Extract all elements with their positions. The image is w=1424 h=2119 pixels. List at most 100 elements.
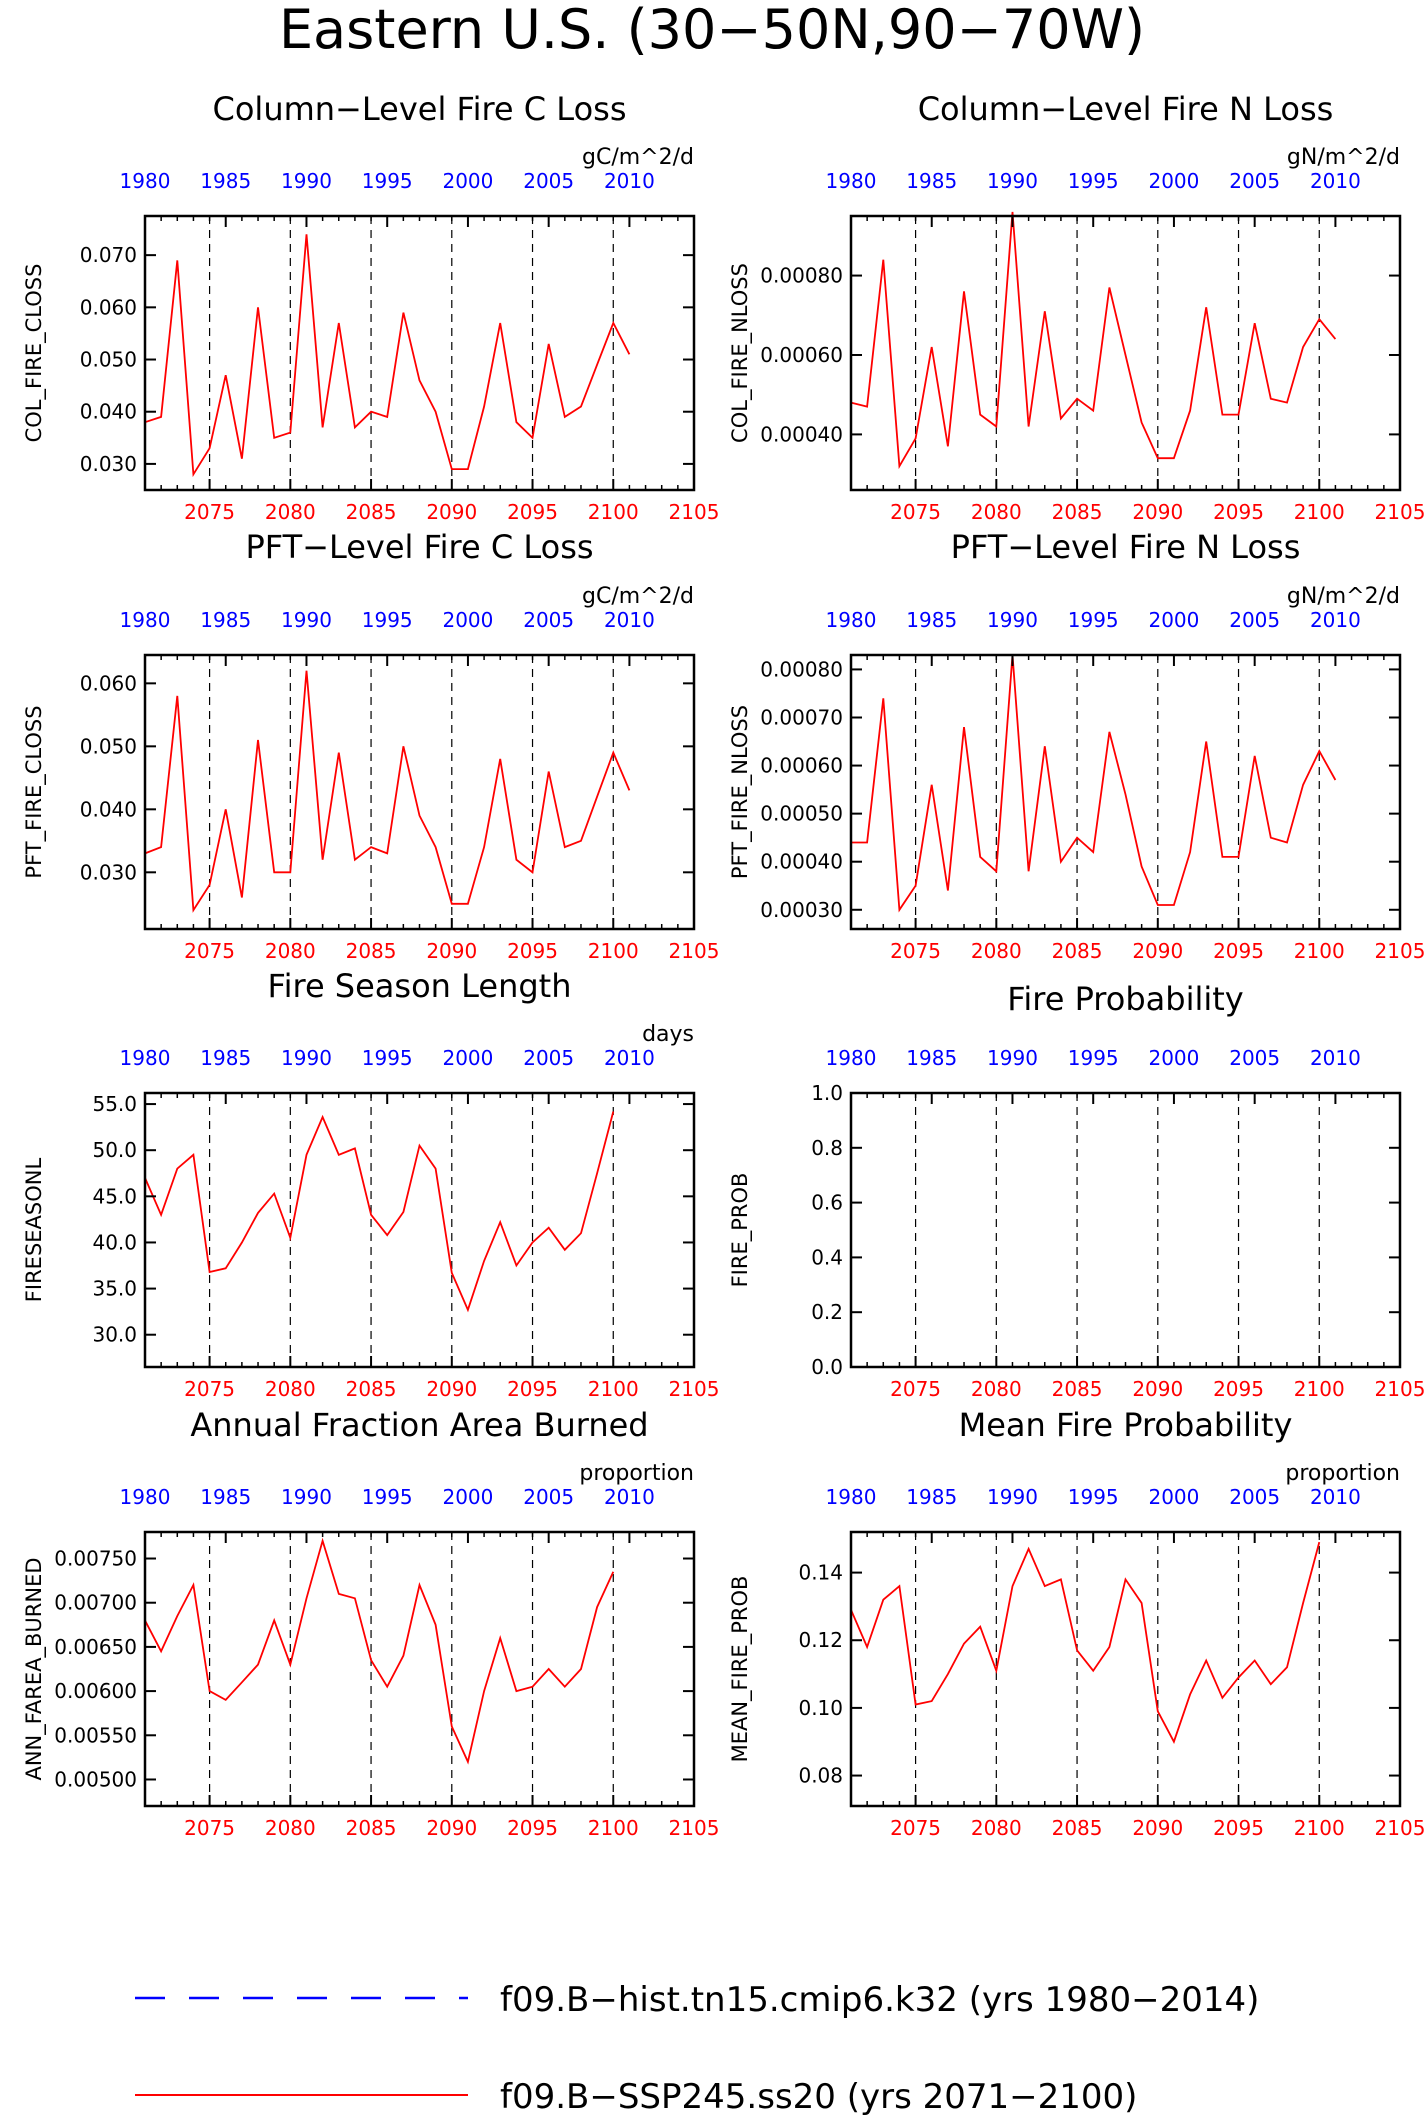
units-label: gN/m^2/d (1287, 145, 1400, 170)
top-tick-label: 1980 (826, 1046, 877, 1070)
plot-frame (849, 1091, 1402, 1369)
y-axis-label: PFT_FIRE_NLOSS (728, 705, 753, 879)
top-tick-label: 1995 (1068, 1046, 1119, 1070)
x-tick-label: 2095 (1213, 1816, 1264, 1840)
y-tick-label: 0.00040 (760, 422, 843, 446)
legend-ssp-label: f09.B−SSP245.ss20 (yrs 2071−2100) (500, 2077, 1137, 2117)
units-label: gC/m^2/d (582, 145, 694, 170)
x-tick-label: 2100 (588, 1377, 639, 1401)
top-tick-label: 2000 (442, 1485, 493, 1509)
panel-title: Fire Probability (1007, 980, 1243, 1018)
x-tick-label: 2090 (426, 1377, 477, 1401)
panel-title: PFT−Level Fire C Loss (245, 528, 593, 566)
x-tick-label: 2080 (265, 1816, 316, 1840)
y-tick-label: 0.00060 (760, 754, 843, 778)
x-tick-label: 2085 (1052, 1377, 1103, 1401)
top-tick-label: 1985 (906, 608, 957, 632)
top-tick-label: 2010 (1310, 169, 1361, 193)
x-tick-label: 2075 (890, 1377, 941, 1401)
series-ssp-line (144, 1537, 615, 1765)
x-tick-label: 2100 (1294, 1377, 1345, 1401)
top-tick-label: 1990 (987, 608, 1038, 632)
top-tick-label: 1995 (1068, 1485, 1119, 1509)
top-tick-label: 1985 (200, 1485, 251, 1509)
legend-hist-label: f09.B−hist.tn15.cmip6.k32 (yrs 1980−2014… (500, 1980, 1259, 2020)
top-tick-label: 1985 (906, 1046, 957, 1070)
top-tick-label: 1980 (120, 608, 171, 632)
y-tick-label: 0.00650 (54, 1635, 137, 1659)
x-tick-label: 2085 (346, 1816, 397, 1840)
top-tick-label: 2000 (442, 608, 493, 632)
top-tick-label: 1990 (281, 1485, 332, 1509)
top-tick-label: 1980 (120, 1485, 171, 1509)
y-axis-label: PFT_FIRE_CLOSS (22, 705, 47, 878)
top-tick-label: 2005 (1229, 608, 1280, 632)
top-tick-label: 1995 (1068, 169, 1119, 193)
x-tick-label: 2105 (669, 1816, 720, 1840)
top-tick-label: 1990 (281, 608, 332, 632)
panel-5: Fire Probability 2075 2080 2085 2090 2095 2100… (728, 980, 1424, 1401)
top-tick-label: 2000 (442, 169, 493, 193)
panel-title: Column−Level Fire C Loss (213, 90, 627, 128)
x-tick-label: 2085 (346, 500, 397, 524)
top-tick-label: 2005 (1229, 1046, 1280, 1070)
top-tick-label: 1995 (362, 1485, 413, 1509)
panel-7: Mean Fire Probability proportion 2075 2080 2… (728, 1406, 1424, 1840)
y-tick-label: 0.00030 (760, 898, 843, 922)
top-tick-label: 1990 (281, 169, 332, 193)
panel-3: PFT−Level Fire N Loss gN/m^2/d 2075 2080 208… (728, 528, 1424, 963)
x-tick-label: 2075 (890, 939, 941, 963)
x-tick-label: 2075 (890, 500, 941, 524)
x-tick-label: 2080 (265, 1377, 316, 1401)
top-tick-label: 1995 (362, 608, 413, 632)
y-axis-label: MEAN_FIRE_PROB (728, 1576, 753, 1763)
x-tick-label: 2095 (507, 939, 558, 963)
top-tick-label: 1995 (1068, 608, 1119, 632)
y-tick-label: 35.0 (92, 1277, 137, 1301)
x-tick-label: 2080 (971, 1377, 1022, 1401)
y-tick-label: 0.00080 (760, 264, 843, 288)
x-tick-label: 2105 (1375, 1816, 1424, 1840)
y-tick-label: 0.2 (811, 1300, 843, 1324)
top-tick-label: 2005 (523, 1485, 574, 1509)
top-tick-label: 1990 (987, 1485, 1038, 1509)
x-tick-label: 2085 (346, 1377, 397, 1401)
top-tick-label: 2000 (1148, 1485, 1199, 1509)
top-tick-label: 1995 (362, 169, 413, 193)
panels: Column−Level Fire C Loss gC/m^2/d 2075 2080… (22, 90, 1424, 1840)
panel-title: Mean Fire Probability (959, 1406, 1293, 1444)
top-tick-label: 1985 (200, 169, 251, 193)
top-tick-label: 2005 (523, 1046, 574, 1070)
top-tick-label: 2000 (1148, 1046, 1199, 1070)
x-tick-label: 2090 (426, 1816, 477, 1840)
top-tick-label: 1990 (987, 1046, 1038, 1070)
y-tick-label: 0.08 (798, 1764, 843, 1788)
x-tick-label: 2095 (507, 1816, 558, 1840)
page-title: Eastern U.S. (30−50N,90−70W) (279, 0, 1145, 61)
x-tick-label: 2080 (265, 939, 316, 963)
y-axis-label: COL_FIRE_CLOSS (22, 264, 47, 443)
top-tick-label: 2010 (604, 1485, 655, 1509)
x-tick-label: 2105 (669, 500, 720, 524)
x-tick-label: 2075 (890, 1816, 941, 1840)
top-tick-label: 1980 (120, 169, 171, 193)
series-ssp-line (850, 211, 1337, 470)
x-tick-label: 2085 (1052, 1816, 1103, 1840)
y-tick-label: 0.12 (798, 1628, 843, 1652)
y-tick-label: 0.030 (80, 860, 137, 884)
top-tick-label: 2010 (604, 169, 655, 193)
x-tick-label: 2100 (1294, 500, 1345, 524)
series-ssp-line (851, 654, 1337, 913)
x-tick-label: 2095 (507, 1377, 558, 1401)
x-tick-label: 2085 (1052, 939, 1103, 963)
top-tick-label: 2005 (1229, 1485, 1280, 1509)
top-tick-label: 1980 (826, 608, 877, 632)
y-tick-label: 45.0 (92, 1184, 137, 1208)
x-tick-label: 2105 (1375, 939, 1424, 963)
y-tick-label: 0.00550 (54, 1723, 137, 1747)
y-tick-label: 0.00070 (760, 705, 843, 729)
x-tick-label: 2095 (1213, 939, 1264, 963)
top-tick-label: 2005 (1229, 169, 1280, 193)
units-label: gC/m^2/d (582, 584, 694, 609)
